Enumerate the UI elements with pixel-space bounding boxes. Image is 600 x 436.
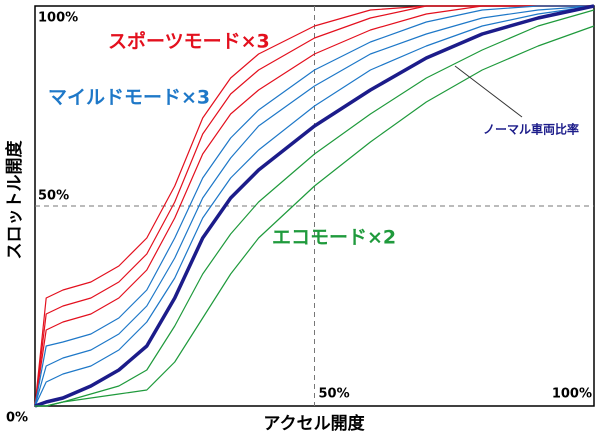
curve — [34, 5, 595, 407]
curve — [34, 5, 594, 407]
curve — [34, 5, 594, 407]
y-tick-label: 50% — [38, 189, 69, 204]
annotation: スポーツモード×3 — [108, 30, 270, 53]
x-tick-label: 50% — [319, 387, 350, 402]
curve — [35, 9, 595, 407]
curve — [34, 5, 595, 407]
curve — [35, 25, 595, 407]
x-axis-label: アクセル開度 — [263, 413, 365, 434]
leader-line — [454, 65, 523, 118]
curve — [34, 4, 595, 408]
x-tick-label: 0% — [6, 411, 28, 426]
annotation: マイルドモード×3 — [48, 87, 210, 109]
annotation: ノーマル車両比率 — [483, 122, 579, 137]
y-axis-label: スロットル開度 — [4, 140, 25, 260]
x-tick-label: 100% — [552, 387, 592, 402]
y-tick-label: 100% — [38, 11, 78, 26]
curve — [34, 5, 594, 407]
annotation: エコモード×2 — [272, 227, 396, 249]
